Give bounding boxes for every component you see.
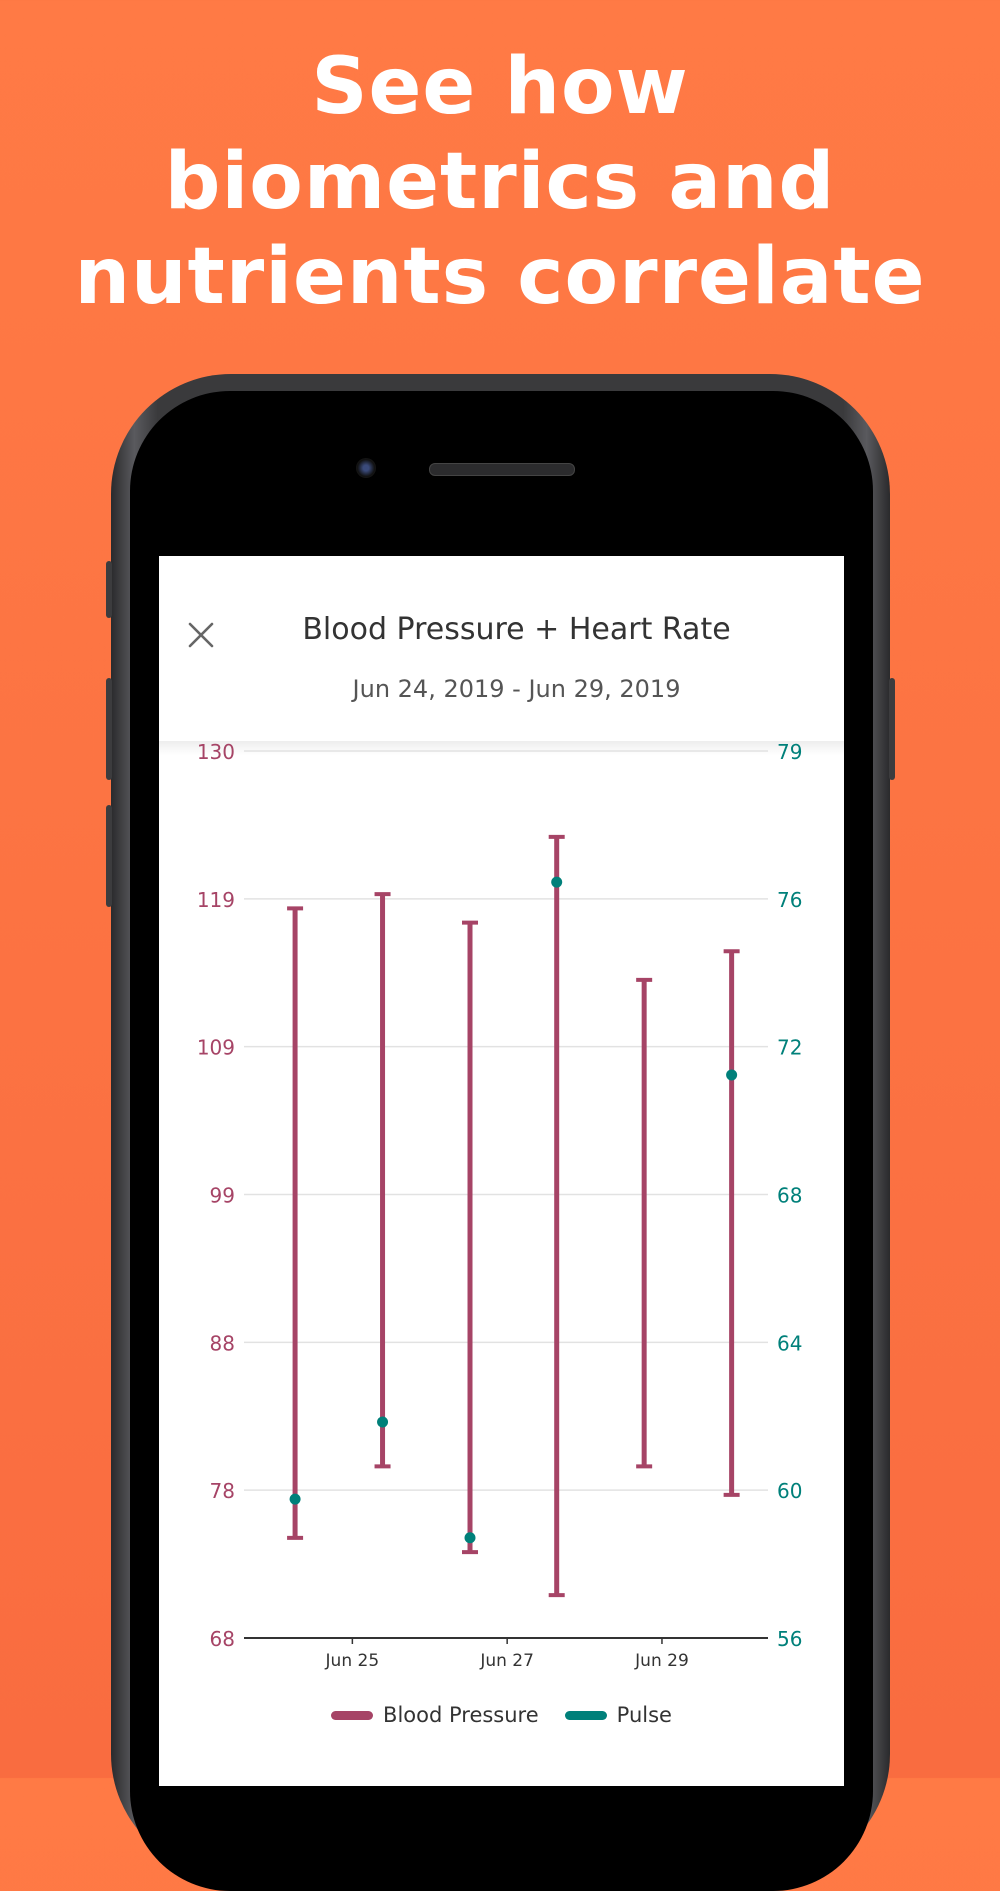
headline-line: biometrics and <box>164 137 836 227</box>
headline-line: nutrients correlate <box>74 232 926 322</box>
legend-swatch-blood-pressure <box>331 1710 374 1720</box>
left-axis-tick-label: 99 <box>210 1184 235 1208</box>
close-icon <box>188 622 214 648</box>
right-axis-tick-label: 60 <box>777 1479 802 1503</box>
camera-icon <box>356 458 376 478</box>
x-axis-tick-label: Jun 27 <box>479 1651 534 1671</box>
pulse-point <box>464 1532 476 1544</box>
pulse-point <box>551 876 563 888</box>
left-axis-tick-label: 119 <box>197 888 235 912</box>
right-axis-tick-label: 72 <box>777 1036 802 1060</box>
chart-title: Blood Pressure + Heart Rate <box>302 612 731 647</box>
headline: See how biometrics and nutrients correla… <box>0 40 1000 325</box>
close-button[interactable] <box>186 620 216 650</box>
speaker-grille <box>429 463 575 476</box>
legend-label: Pulse <box>616 1703 672 1727</box>
chart: 130 79 119 76 109 72 99 68 88 64 78 60 68 56 Jun 25 Jun… <box>197 740 803 1671</box>
left-axis-tick-label: 88 <box>210 1331 235 1355</box>
pulse-point <box>726 1069 738 1081</box>
pulse-point <box>289 1493 301 1505</box>
x-axis-tick-label: Jun 25 <box>325 1651 380 1671</box>
volume-up-button <box>106 678 112 780</box>
legend-item-pulse[interactable]: Pulse <box>564 1703 672 1727</box>
x-axis-tick-label: Jun 29 <box>634 1651 689 1671</box>
volume-down-button <box>106 805 112 907</box>
mute-switch <box>106 561 112 618</box>
pulse-point <box>377 1416 389 1428</box>
left-axis-tick-label: 130 <box>197 740 235 764</box>
power-button <box>889 678 895 780</box>
right-axis-tick-label: 79 <box>777 740 802 764</box>
legend-label: Blood Pressure <box>383 1703 539 1727</box>
right-axis-tick-label: 56 <box>777 1627 802 1651</box>
right-axis-tick-label: 68 <box>777 1184 802 1208</box>
legend-item-blood-pressure[interactable]: Blood Pressure <box>331 1703 539 1727</box>
legend-swatch-pulse <box>564 1710 607 1720</box>
right-axis-tick-label: 64 <box>777 1331 802 1355</box>
right-axis-tick-label: 76 <box>777 888 802 912</box>
left-axis-tick-label: 109 <box>197 1036 235 1060</box>
chart-legend: Blood Pressure Pulse <box>159 1703 844 1727</box>
left-axis-tick-label: 78 <box>210 1479 235 1503</box>
headline-line: See how <box>311 42 689 132</box>
left-axis-tick-label: 68 <box>210 1627 235 1651</box>
date-range: Jun 24, 2019 - Jun 29, 2019 <box>352 675 681 703</box>
